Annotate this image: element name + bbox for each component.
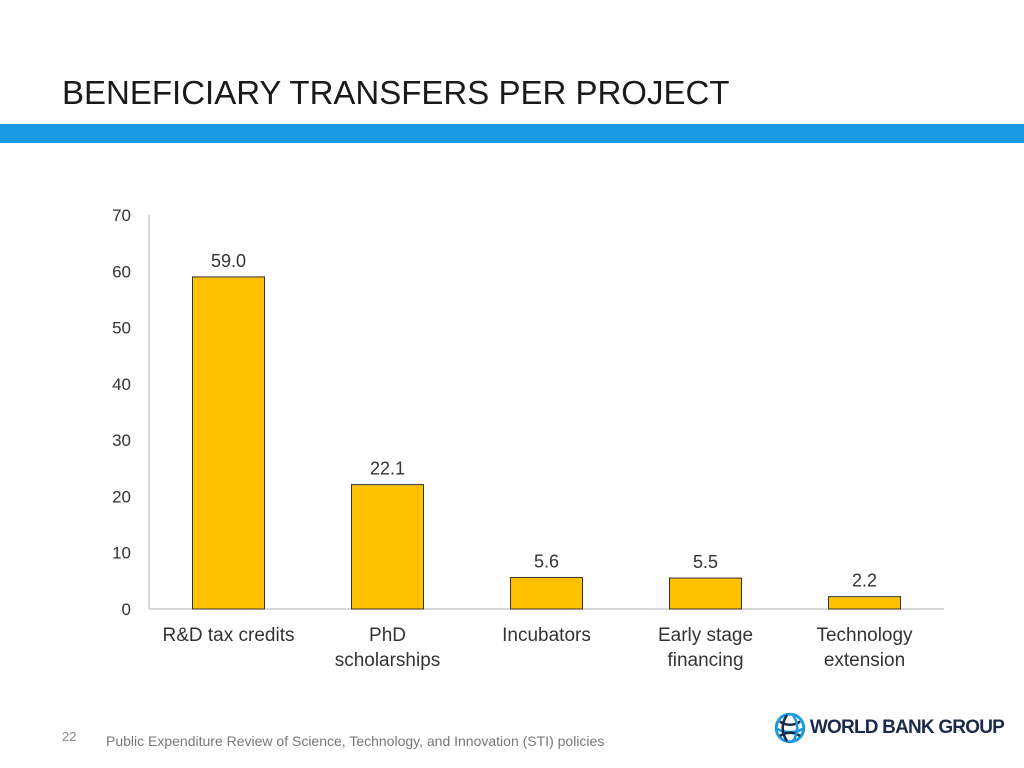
x-tick-label: R&D tax credits	[163, 625, 295, 646]
y-tick-label: 70	[112, 206, 131, 225]
data-label: 59.0	[211, 251, 246, 271]
data-label: 22.1	[370, 459, 405, 479]
world-bank-logo: WORLD BANK GROUP	[774, 704, 1005, 752]
page-number: 22	[62, 729, 77, 744]
data-label: 5.6	[534, 551, 559, 571]
footer-text: Public Expenditure Review of Science, Te…	[106, 733, 605, 749]
bar	[192, 276, 265, 610]
bar	[669, 577, 742, 610]
y-tick-label: 10	[112, 544, 131, 563]
y-tick-label: 50	[112, 319, 131, 338]
bar	[351, 484, 424, 610]
globe-icon	[774, 712, 806, 744]
x-tick-label: Incubators	[502, 625, 591, 646]
y-tick-label: 30	[112, 431, 131, 450]
bar	[828, 596, 901, 610]
y-tick-label: 20	[112, 487, 131, 506]
title-accent-bar	[0, 124, 1024, 143]
bar	[510, 576, 583, 610]
data-label: 2.2	[852, 571, 877, 591]
y-tick-label: 40	[112, 375, 131, 394]
y-tick-label: 0	[122, 600, 131, 619]
bar-chart: 0 10 20 30 40 50 60 70 59.0 R&D tax credits 22.1 Ph…	[112, 206, 944, 671]
x-tick-label: Technology	[816, 625, 913, 646]
x-tick-label: PhD	[369, 625, 406, 646]
x-tick-label: Early stage	[658, 625, 753, 646]
y-tick-label: 60	[112, 262, 131, 281]
data-label: 5.5	[693, 552, 718, 572]
slide-title: BENEFICIARY TRANSFERS PER PROJECT	[62, 74, 730, 111]
logo-text: WORLD BANK GROUP	[809, 717, 1005, 738]
x-tick-label: extension	[824, 650, 905, 671]
x-tick-label: scholarships	[335, 650, 441, 671]
x-tick-label: financing	[667, 650, 743, 671]
